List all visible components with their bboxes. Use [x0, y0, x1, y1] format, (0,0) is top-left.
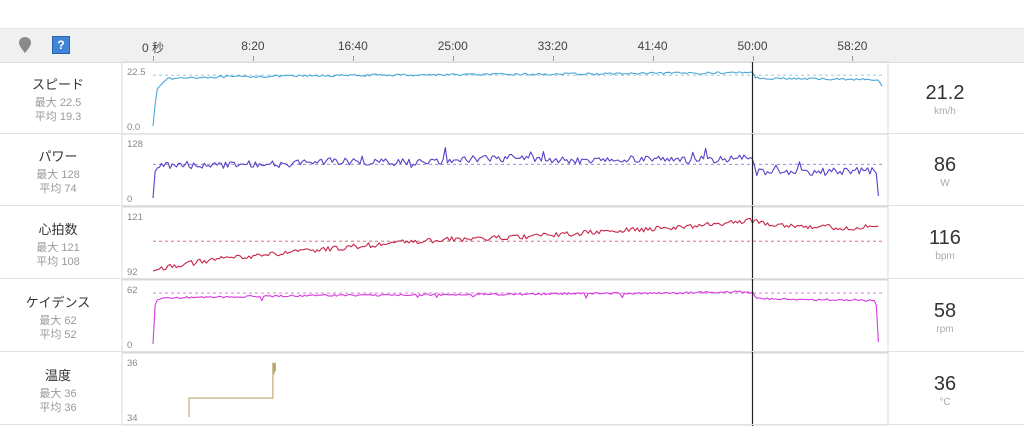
row-divider — [0, 424, 1024, 425]
plot-frame — [121, 352, 889, 426]
metric-stats: 最大 121 平均 108 — [18, 241, 98, 269]
row-divider — [0, 278, 1024, 279]
metric-current-group: 36 °C — [895, 373, 995, 408]
time-tick-mark — [852, 56, 854, 61]
metric-row: スピード最大 22.5 平均 19.3 21.2 km/h — [0, 62, 1024, 134]
row-divider — [0, 205, 1024, 206]
y-axis-max-label: 22.5 — [127, 67, 146, 78]
y-axis-max-label: 36 — [127, 358, 138, 369]
series-line-5 — [188, 362, 276, 417]
time-tick-mark — [652, 56, 654, 61]
y-axis-min-label: 34 — [127, 413, 138, 424]
metric-stats: 最大 22.5 平均 19.3 — [18, 96, 98, 124]
map-pin-button[interactable] — [12, 32, 38, 58]
time-tick-label: 33:20 — [537, 39, 568, 53]
time-tick-label: 58:20 — [837, 39, 868, 53]
metric-max: 最大 36 — [39, 388, 77, 400]
help-icon: ? — [52, 36, 70, 54]
metric-current-group: 21.2 km/h — [895, 82, 995, 117]
metric-current-value: 116 — [929, 227, 961, 249]
metric-avg: 平均 74 — [39, 183, 77, 195]
metric-unit: °C — [939, 397, 951, 408]
series-line-3 — [152, 218, 879, 272]
metric-name: パワー — [38, 149, 78, 164]
row-divider — [0, 351, 1024, 352]
series-line-2 — [152, 146, 879, 199]
metric-max: 最大 62 — [39, 315, 77, 327]
metric-row: ケイデンス最大 62 平均 52 58 rpm — [0, 280, 1024, 352]
metric-avg: 平均 19.3 — [34, 111, 82, 123]
metric-label-group: スピード最大 22.5 平均 19.3 — [18, 74, 98, 124]
metric-label-group: 温度最大 36 平均 36 — [18, 365, 98, 415]
metric-unit: rpm — [936, 324, 954, 335]
metric-unit: bpm — [935, 251, 955, 262]
metric-max: 最大 22.5 — [34, 97, 82, 109]
time-tick-label: 16:40 — [337, 39, 368, 53]
metric-max: 最大 128 — [36, 169, 80, 181]
metric-label-group: パワー最大 128 平均 74 — [18, 146, 98, 196]
y-axis-min-label: 0 — [127, 194, 132, 205]
time-tick-label: 0 秒 — [141, 41, 165, 55]
time-tick-mark — [452, 56, 454, 61]
metric-stats: 最大 36 平均 36 — [18, 387, 98, 415]
timeline-toolbar: ? 0 秒 8:20 16:40 25:00 33:20 41:40 50:00 58:20 — [0, 28, 1024, 63]
metric-current-value: 86 — [933, 154, 957, 176]
y-axis-max-label: 62 — [127, 285, 138, 296]
time-tick-label: 41:40 — [637, 39, 668, 53]
metric-current-group: 116 bpm — [895, 227, 995, 262]
y-axis-max-label: 121 — [127, 212, 143, 223]
metric-current-value: 21.2 — [925, 82, 965, 104]
metric-name: スピード — [31, 77, 84, 92]
metric-stats: 最大 62 平均 52 — [18, 314, 98, 342]
row-divider — [0, 133, 1024, 134]
metric-label-group: ケイデンス最大 62 平均 52 — [18, 292, 98, 342]
metric-row: パワー最大 128 平均 74 86 W — [0, 134, 1024, 206]
metric-current-group: 58 rpm — [895, 300, 995, 335]
metric-unit: km/h — [934, 106, 956, 117]
plot-frame — [121, 206, 889, 280]
map-pin-icon — [19, 37, 31, 53]
time-tick-mark — [352, 56, 354, 61]
y-axis-max-label: 128 — [127, 139, 143, 150]
metric-avg: 平均 36 — [39, 402, 77, 414]
y-axis-min-label: 0.0 — [127, 122, 140, 133]
y-axis-min-label: 92 — [127, 267, 138, 278]
metric-name: 温度 — [44, 368, 71, 383]
metric-current-group: 86 W — [895, 154, 995, 189]
time-tick-label: 8:20 — [241, 39, 265, 53]
metric-stats: 最大 128 平均 74 — [18, 168, 98, 196]
time-tick-label: 50:00 — [737, 39, 768, 53]
metric-name: 心拍数 — [38, 222, 78, 237]
metric-label-group: 心拍数最大 121 平均 108 — [18, 219, 98, 269]
series-line-4 — [152, 290, 879, 345]
time-tick-mark — [252, 56, 254, 61]
metric-max: 最大 121 — [36, 242, 80, 254]
time-tick-mark — [153, 56, 154, 61]
time-tick-mark — [752, 56, 754, 61]
metric-row: 心拍数最大 121 平均 108 116 bpm — [0, 207, 1024, 279]
y-axis-min-label: 0 — [127, 340, 132, 351]
metric-name: ケイデンス — [25, 295, 91, 310]
metric-avg: 平均 52 — [39, 329, 77, 341]
series-line-1 — [152, 71, 883, 127]
plot-frame — [121, 279, 889, 353]
metric-avg: 平均 108 — [36, 256, 80, 268]
metric-current-value: 36 — [933, 373, 957, 395]
metric-current-value: 58 — [933, 300, 957, 322]
time-tick-mark — [552, 56, 554, 61]
metric-unit: W — [940, 178, 950, 189]
metric-row: 温度最大 36 平均 36 36 °C — [0, 353, 1024, 425]
time-tick-label: 25:00 — [437, 39, 468, 53]
plot-frame — [121, 133, 889, 207]
help-button[interactable]: ? — [48, 32, 74, 58]
